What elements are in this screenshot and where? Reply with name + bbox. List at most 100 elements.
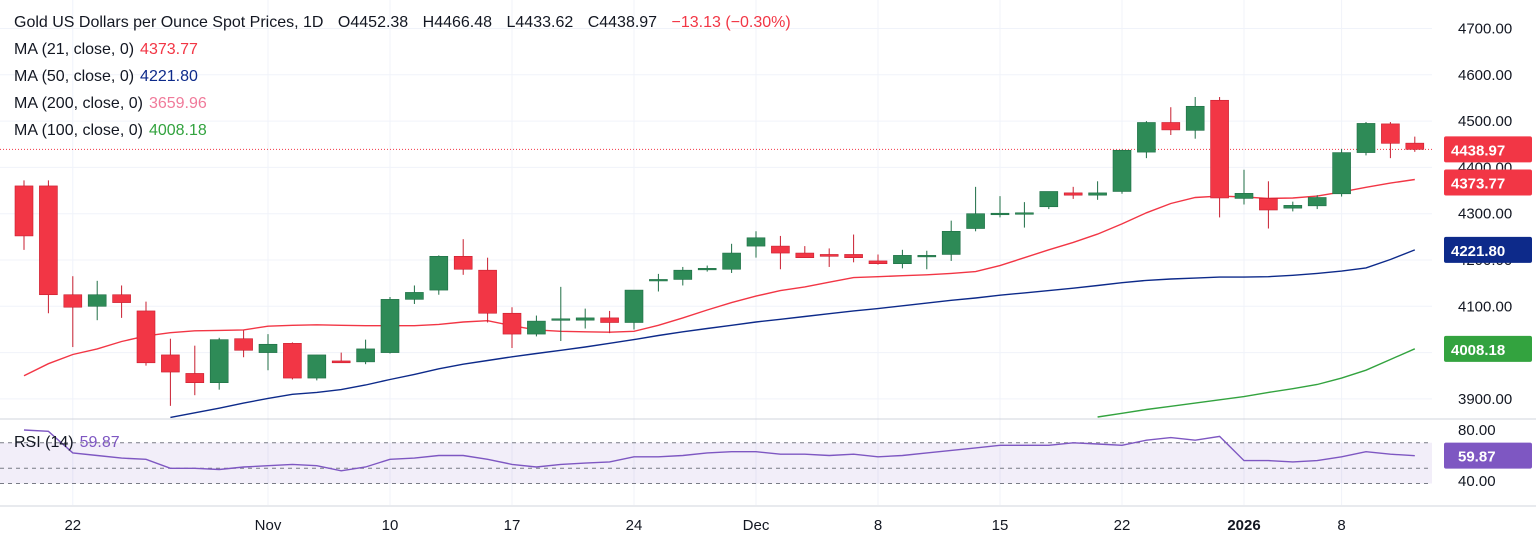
candle	[1088, 181, 1107, 200]
candle	[1332, 148, 1351, 197]
candle-body	[356, 348, 375, 363]
candle	[771, 235, 790, 270]
candle	[990, 196, 1010, 218]
candle	[209, 337, 229, 390]
legend-ma100[interactable]: MA (100, close, 0) 4008.18	[14, 122, 207, 140]
price-tag-label: 4221.80	[1451, 243, 1505, 260]
candle-body	[453, 255, 473, 270]
legend-ma200[interactable]: MA (200, close, 0) 3659.96	[14, 95, 207, 113]
price-tick-label: 4700.00	[1458, 21, 1512, 38]
candle-body	[844, 254, 863, 258]
candle	[1307, 195, 1327, 210]
candle	[380, 297, 400, 354]
time-tick-label: 15	[992, 517, 1009, 534]
price-tick-label: 4600.00	[1458, 67, 1512, 84]
candle-body	[87, 294, 107, 307]
ma-lines	[23, 178, 1416, 419]
rsi-levels	[0, 442, 1432, 485]
legend-ma21[interactable]: MA (21, close, 0) 4373.77	[14, 41, 198, 59]
candle	[819, 248, 839, 267]
candle-body	[39, 185, 58, 296]
price-tag-label: 4438.97	[1451, 142, 1505, 159]
candle-body	[1015, 212, 1034, 215]
legend-ma200-value: 3659.96	[148, 95, 207, 112]
candle-body	[1234, 193, 1254, 199]
candle	[1039, 191, 1059, 210]
candle	[844, 234, 863, 263]
candle-body	[673, 269, 693, 280]
candle	[746, 231, 766, 258]
candle-body	[112, 294, 131, 303]
candle-body	[551, 318, 571, 321]
candle-body	[746, 237, 766, 247]
rsi-tag: 59.87	[1444, 442, 1532, 469]
candle	[1405, 136, 1425, 152]
ma100-line	[1097, 348, 1416, 418]
candle-body	[893, 255, 912, 265]
candle	[283, 342, 302, 380]
price-tag-bg	[1444, 169, 1532, 196]
candle-body	[1063, 192, 1083, 196]
candle	[1161, 107, 1181, 135]
candle	[258, 334, 278, 371]
candle	[87, 280, 107, 321]
time-tick-label: 10	[382, 517, 399, 534]
candle	[575, 308, 595, 329]
candle-body	[1356, 123, 1376, 153]
price-tag: 4008.18	[1444, 335, 1532, 362]
candle	[722, 243, 741, 273]
time-tick-label: Nov	[255, 517, 282, 534]
candle	[1259, 181, 1278, 229]
time-tick-label: 22	[64, 517, 81, 534]
candle	[673, 266, 693, 286]
legend-rsi[interactable]: RSI (14) 59.87	[14, 434, 120, 452]
candle	[405, 285, 424, 304]
rsi-axis[interactable]: 80.00 40.00	[1458, 422, 1496, 490]
ohlc-open: O4452.38	[337, 14, 409, 31]
candle	[429, 255, 449, 295]
price-tick-label: 3900.00	[1458, 391, 1512, 408]
candle-body	[331, 360, 351, 364]
candle	[941, 220, 961, 261]
candle-body	[405, 292, 424, 300]
time-tick-label: 17	[504, 517, 521, 534]
candle	[1210, 97, 1229, 218]
ohlc-low: L4433.62	[506, 14, 574, 31]
price-tag: 4373.77	[1444, 169, 1532, 196]
legend-rsi-value: 59.87	[79, 434, 120, 451]
candle-body	[527, 320, 546, 335]
candle-body	[1283, 205, 1303, 209]
candle	[39, 180, 58, 314]
candle	[600, 310, 619, 334]
candle-body	[941, 230, 961, 255]
rsi-tag-bg	[1444, 442, 1532, 469]
candle	[795, 246, 815, 258]
candle	[966, 186, 985, 232]
time-axis[interactable]: 22 Nov 10 17 24 Dec 8 15 22 2026 8	[0, 505, 1536, 534]
candle	[893, 249, 912, 269]
candle	[1185, 97, 1205, 139]
candle-body	[136, 310, 156, 364]
candle	[649, 273, 668, 292]
candle-body	[1088, 192, 1107, 196]
legend-ma100-value: 4008.18	[148, 122, 207, 139]
legend-rsi-label: RSI (14)	[14, 434, 74, 451]
candle	[1063, 186, 1083, 199]
candle-body	[649, 279, 668, 282]
candle	[453, 239, 473, 275]
candle-body	[819, 254, 839, 257]
ohlc-high: H4466.48	[422, 14, 493, 31]
ohlc-change: −13.13 (−0.30%)	[671, 14, 791, 31]
candle	[234, 330, 253, 358]
candle	[1356, 122, 1376, 156]
candle-body	[1185, 105, 1205, 131]
candle	[697, 265, 717, 272]
candle-body	[234, 338, 253, 351]
legend-ma50[interactable]: MA (50, close, 0) 4221.80	[14, 68, 198, 86]
candle-body	[209, 339, 229, 383]
candle	[1112, 149, 1132, 194]
candle-body	[575, 317, 595, 321]
rsi-tick-label: 40.00	[1458, 473, 1496, 490]
candle	[112, 285, 131, 318]
